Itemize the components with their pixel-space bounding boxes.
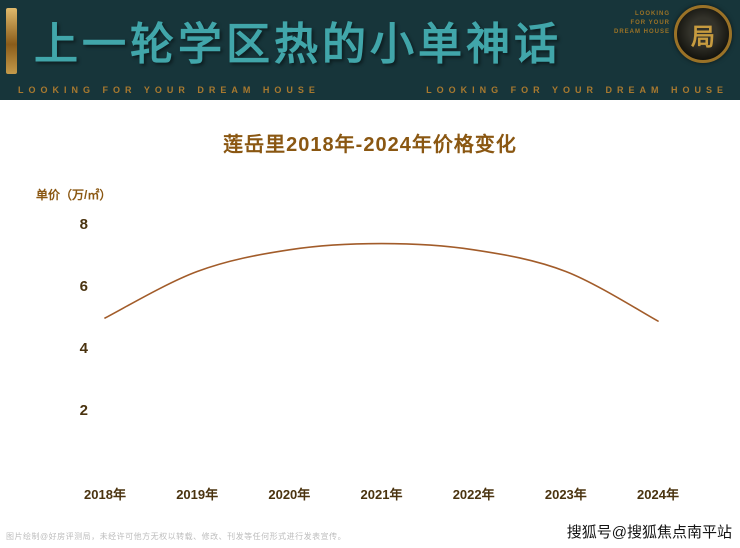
disclaimer-text: 图片绘制@好房评测局，未经许可他方无权以转载、修改、刊发等任何形式进行发表宣传。 <box>6 532 347 541</box>
credit-text: 搜狐号@搜狐焦点南平站 <box>566 524 732 541</box>
x-tick-label: 2024年 <box>637 487 679 502</box>
x-tick-label: 2020年 <box>268 487 311 502</box>
brand-seal-logo: LOOKING FOR YOUR DREAM HOUSE 局 <box>614 5 732 63</box>
logo-caption-line: LOOKING <box>635 11 670 17</box>
tagline-right: LOOKING FOR YOUR DREAM HOUSE <box>426 85 728 95</box>
y-axis-label: 单价（万/㎡） <box>36 188 112 202</box>
seal-glyph: 局 <box>691 23 715 51</box>
chart-title: 莲岳里2018年-2024年价格变化 <box>223 134 517 156</box>
logo-caption-line: DREAM HOUSE <box>613 29 670 35</box>
y-tick-label: 6 <box>79 278 88 295</box>
price-line-chart <box>104 242 659 322</box>
y-tick-label: 4 <box>79 340 88 357</box>
logo-caption: LOOKING FOR YOUR DREAM HOUSE <box>614 10 670 37</box>
chart-panel: 莲岳里2018年-2024年价格变化 单价（万/㎡） 2 4 6 8 2018年 201… <box>0 100 740 548</box>
logo-caption-line: FOR YOUR <box>630 20 670 26</box>
banner-title: 上一轮学区热的小单神话 <box>34 20 562 69</box>
x-tick-label: 2023年 <box>544 487 587 502</box>
x-tick-label: 2018年 <box>84 487 126 502</box>
banner: 上一轮学区热的小单神话 LOOKING FOR YOUR DREAM HOUSE… <box>0 0 740 100</box>
x-tick-label: 2021年 <box>360 487 403 502</box>
tagline-row: LOOKING FOR YOUR DREAM HOUSE LOOKING FOR… <box>18 85 728 95</box>
y-tick-label: 8 <box>79 216 88 233</box>
y-tick-label: 2 <box>79 402 88 419</box>
seal-icon: 局 <box>674 5 732 63</box>
gold-accent-bar <box>6 8 17 74</box>
x-tick-label: 2019年 <box>176 487 219 502</box>
x-tick-label: 2022年 <box>452 487 495 502</box>
tagline-left: LOOKING FOR YOUR DREAM HOUSE <box>18 85 320 95</box>
price-curve <box>104 242 659 322</box>
